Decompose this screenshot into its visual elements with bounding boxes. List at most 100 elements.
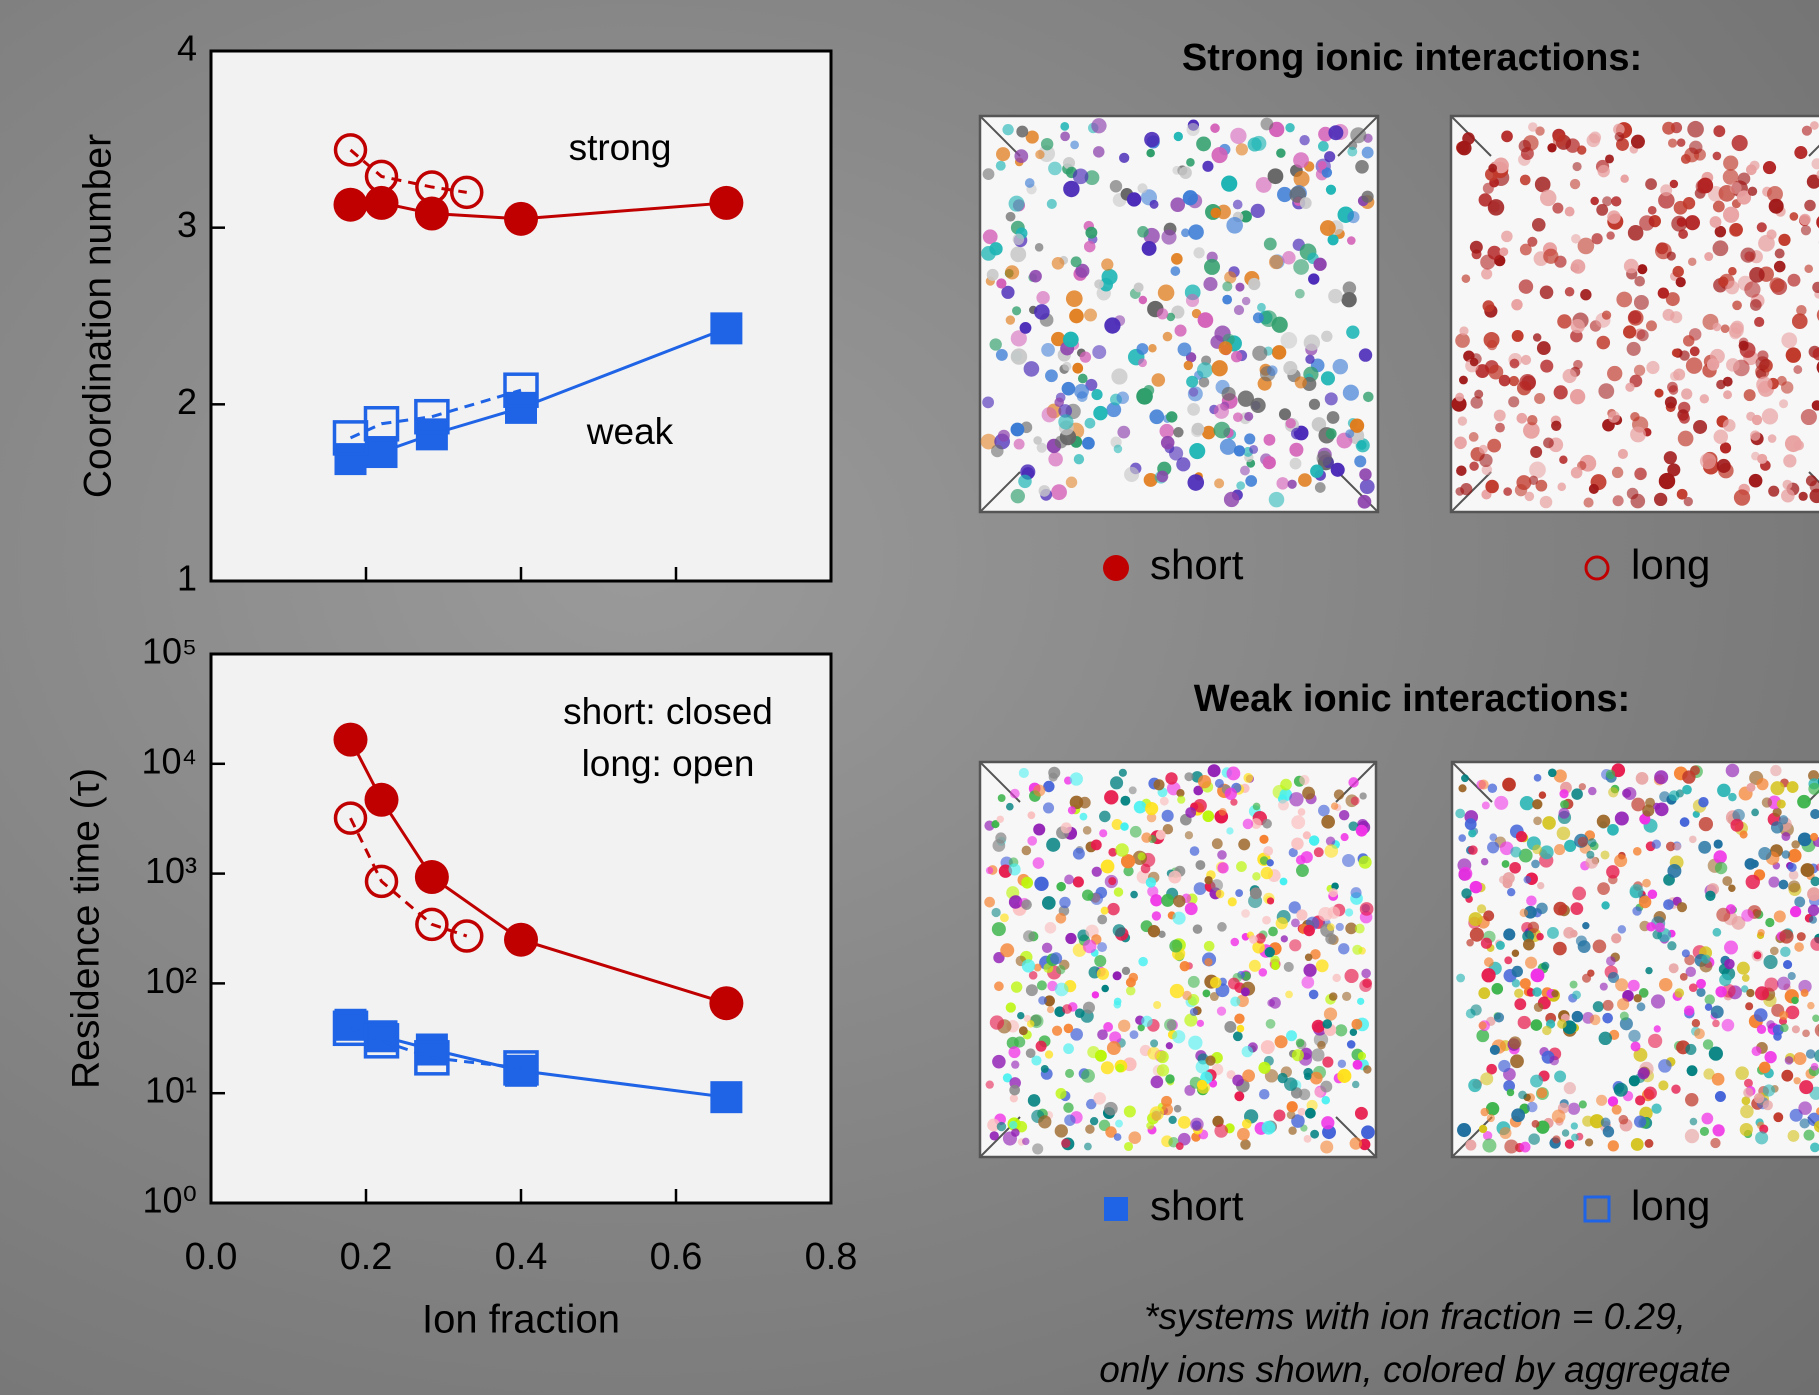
atom [1532,218,1546,232]
atom [1540,845,1554,859]
atom [1536,933,1544,941]
atom [1678,229,1688,239]
atom [1041,343,1055,357]
atom [1744,251,1754,261]
atom [1355,1107,1368,1120]
atom [1242,297,1250,305]
atom [1754,317,1764,327]
atom [1705,891,1715,901]
atom [1051,484,1067,500]
atom [1150,1106,1164,1120]
atom [1027,811,1035,819]
atom [1685,215,1700,230]
atom [1788,880,1800,892]
atom [1000,913,1009,922]
marker [415,860,449,894]
atom [1510,1054,1524,1068]
atom [1597,882,1610,895]
atom [1022,1138,1029,1145]
atom [1295,376,1307,388]
atom [1264,434,1276,446]
atom [1035,243,1044,252]
snapshot [980,762,1376,1157]
atom [1696,979,1706,989]
atom [1658,287,1669,298]
atom [1304,334,1320,350]
atom [1257,303,1266,312]
atom [1781,832,1790,841]
atom [1783,960,1792,969]
atom [1075,1008,1085,1018]
atom [1320,220,1336,236]
atom [1233,1031,1243,1041]
atom [1802,1029,1810,1037]
atom [1161,1096,1172,1107]
atom [1680,817,1690,827]
atom [1161,436,1175,450]
atom [1684,1005,1694,1015]
atom [1458,416,1467,425]
atom [1241,909,1250,918]
atom [1659,978,1672,991]
atom [1645,967,1652,974]
atom [1355,924,1365,934]
atom [1557,314,1571,328]
atom [1120,796,1130,806]
atom [1238,838,1250,850]
atom [1527,237,1537,247]
atom [1780,1024,1789,1033]
atom [1082,437,1095,450]
atom [1033,857,1045,869]
atom [1596,1095,1607,1106]
atom [1083,1002,1095,1014]
atom [1614,1083,1628,1097]
atom [996,147,1010,161]
atom [1107,903,1119,915]
atom [1358,1052,1366,1060]
atom [1694,1028,1705,1039]
atom [1097,968,1109,980]
atom [1801,989,1809,997]
atom [1623,325,1636,338]
atom [1701,1113,1713,1125]
atom [1310,465,1323,478]
atom [1572,887,1586,901]
atom [1623,787,1636,800]
atom [1638,1067,1650,1079]
atom [1752,1046,1762,1056]
atom [1612,467,1623,478]
atom [1740,831,1748,839]
atom [1791,997,1798,1004]
atom [1636,772,1649,785]
atom [1305,954,1313,962]
atom [1012,306,1021,315]
atom [1459,376,1468,385]
atom [1276,148,1285,157]
atom [1634,295,1649,310]
atom [1320,1081,1332,1093]
atom [1341,833,1349,841]
atom [1164,1019,1176,1031]
atom [1532,799,1542,809]
atom [1642,879,1651,888]
atom [1137,183,1147,193]
atom [1085,418,1096,429]
atom [1211,147,1227,163]
atom [1528,122,1537,131]
atom [1631,135,1645,149]
atom [1010,1094,1018,1102]
marker [334,188,368,222]
atom [1539,791,1546,798]
atom [1198,312,1214,328]
atom [1244,412,1253,421]
atom [1454,437,1467,450]
atom [1557,827,1571,841]
atom [1214,478,1224,488]
atom [1350,1137,1362,1149]
atom [1033,785,1045,797]
atom [1361,969,1371,979]
atom [1767,229,1777,239]
atom [1152,911,1161,920]
atom [1314,847,1324,857]
atom [1754,1093,1764,1103]
